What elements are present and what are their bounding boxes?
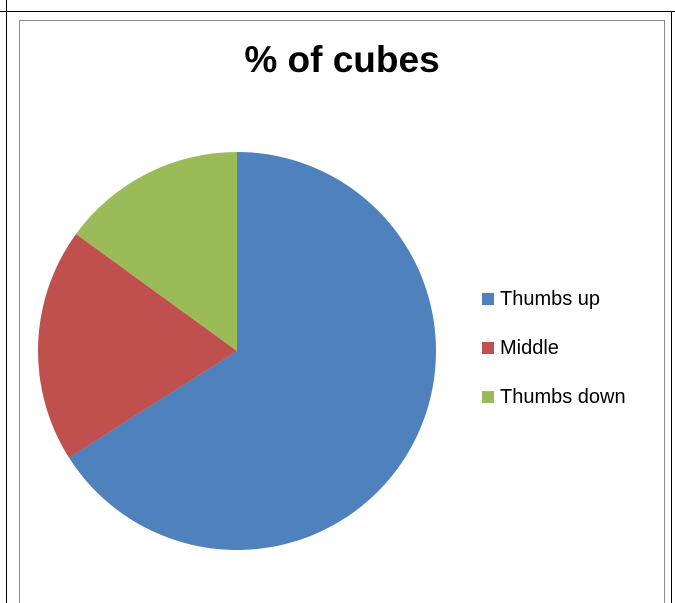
legend-item-thumbs-up: Thumbs up: [482, 288, 626, 310]
chart-title: % of cubes: [244, 39, 440, 80]
pie-slices: [38, 152, 436, 551]
chart-area: [19, 20, 665, 603]
legend-swatch-thumbs-up: [482, 293, 494, 305]
legend-item-thumbs-down: Thumbs down: [482, 386, 626, 408]
cell-border-left: [6, 0, 7, 603]
cell-border-top: [0, 11, 675, 12]
legend-swatch-middle: [482, 342, 494, 354]
legend: Thumbs up Middle Thumbs down: [482, 288, 626, 435]
legend-label-middle: Middle: [500, 337, 559, 359]
cell-border-right: [671, 11, 672, 603]
legend-item-middle: Middle: [482, 337, 626, 359]
pie-slice-middle: [38, 234, 237, 458]
pie-slice-thumbs-up: [68, 152, 436, 551]
pie-slice-thumbs-down: [76, 152, 237, 351]
legend-label-thumbs-up: Thumbs up: [500, 288, 601, 310]
legend-swatch-thumbs-down: [482, 391, 494, 403]
legend-label-thumbs-down: Thumbs down: [500, 386, 626, 408]
